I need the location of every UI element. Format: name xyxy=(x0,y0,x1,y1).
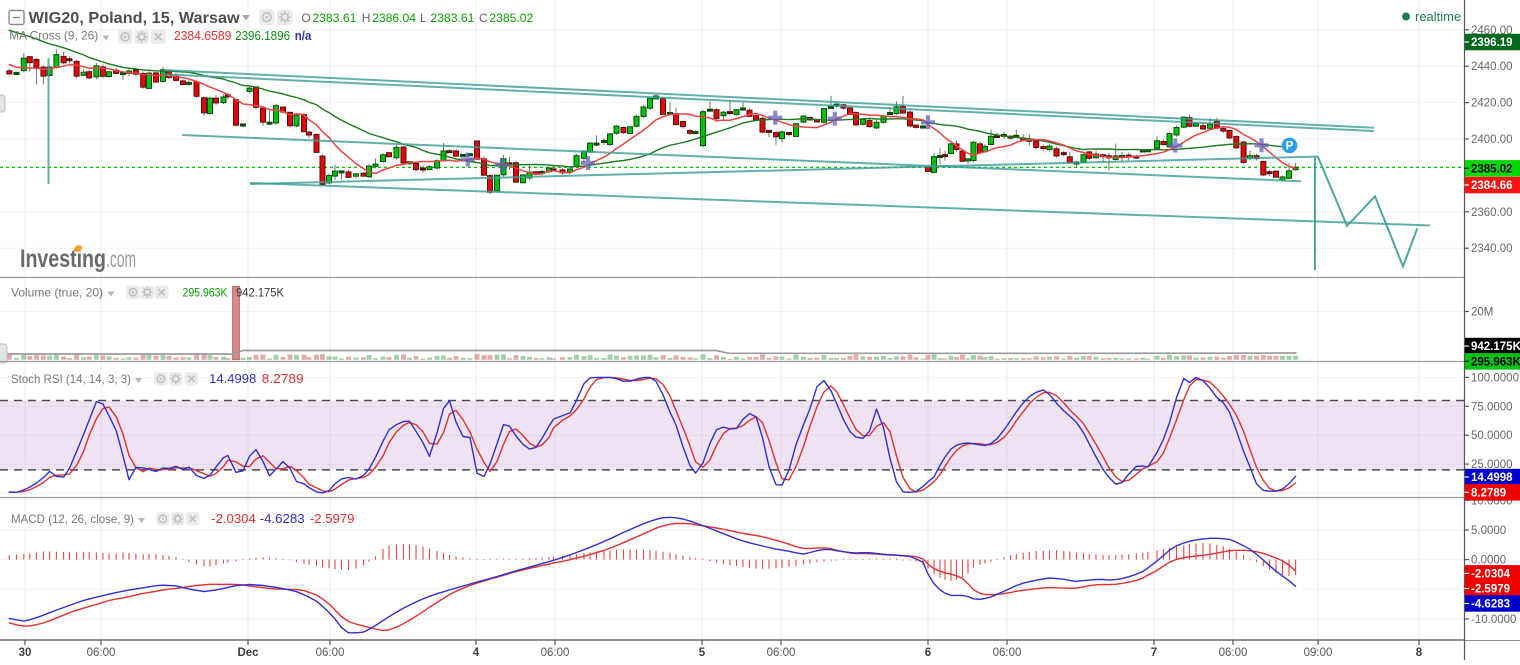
svg-text:75.0000: 75.0000 xyxy=(1471,401,1513,413)
svg-text:MACD (12, 26, close, 9): MACD (12, 26, close, 9) xyxy=(11,512,134,526)
svg-text:942.175K: 942.175K xyxy=(1471,341,1520,353)
svg-text:-4.6283: -4.6283 xyxy=(260,512,305,526)
svg-text:2396.19: 2396.19 xyxy=(1471,37,1513,49)
svg-text:25.0000: 25.0000 xyxy=(1471,459,1513,471)
svg-text:100.0000: 100.0000 xyxy=(1471,372,1519,384)
svg-text:-2.5979: -2.5979 xyxy=(310,512,355,526)
svg-text:50.0000: 50.0000 xyxy=(1471,430,1513,442)
svg-text:06:00: 06:00 xyxy=(316,647,345,659)
svg-text:n/a: n/a xyxy=(295,29,312,43)
svg-text:2440.00: 2440.00 xyxy=(1471,61,1513,73)
svg-text:2383.61: 2383.61 xyxy=(430,11,474,25)
svg-text:295.963K: 295.963K xyxy=(1471,356,1520,368)
svg-text:06:00: 06:00 xyxy=(993,647,1022,659)
svg-text:P: P xyxy=(1286,141,1294,153)
svg-text:06:00: 06:00 xyxy=(1219,647,1248,659)
svg-text:5.0000: 5.0000 xyxy=(1471,525,1506,537)
svg-text:06:00: 06:00 xyxy=(87,647,116,659)
svg-text:O: O xyxy=(301,11,310,25)
svg-text:2385.02: 2385.02 xyxy=(489,11,533,25)
svg-text:2383.61: 2383.61 xyxy=(312,11,356,25)
svg-text:8: 8 xyxy=(1416,647,1423,659)
svg-text:6: 6 xyxy=(925,647,931,659)
svg-text:2400.00: 2400.00 xyxy=(1471,134,1513,146)
svg-text:C: C xyxy=(479,11,488,25)
svg-text:WIG20, Poland, 15, Warsaw: WIG20, Poland, 15, Warsaw xyxy=(29,10,241,27)
svg-text:2396.1896: 2396.1896 xyxy=(235,29,290,43)
svg-text:8.2789: 8.2789 xyxy=(1471,487,1506,499)
svg-text:09:00: 09:00 xyxy=(1304,647,1333,659)
svg-text:2384.66: 2384.66 xyxy=(1471,180,1513,192)
svg-text:2385.02: 2385.02 xyxy=(1471,163,1513,175)
svg-text:Volume (true, 20): Volume (true, 20) xyxy=(11,286,103,300)
svg-text:Dec: Dec xyxy=(237,647,259,659)
svg-text:06:00: 06:00 xyxy=(541,647,570,659)
svg-text:20M: 20M xyxy=(1471,307,1493,319)
svg-text:2420.00: 2420.00 xyxy=(1471,98,1513,110)
svg-text:-10.0000: -10.0000 xyxy=(1471,614,1516,626)
svg-text:L: L xyxy=(420,11,427,25)
svg-text:-2.0304: -2.0304 xyxy=(1471,568,1511,580)
svg-text:2340.00: 2340.00 xyxy=(1471,243,1513,255)
svg-text:2360.00: 2360.00 xyxy=(1471,207,1513,219)
svg-text:14.4998: 14.4998 xyxy=(1471,472,1513,484)
svg-text:2386.04: 2386.04 xyxy=(372,11,416,25)
svg-text:2384.6589: 2384.6589 xyxy=(174,29,232,43)
svg-text:14.4998: 14.4998 xyxy=(209,372,256,386)
svg-text:7: 7 xyxy=(1151,647,1157,659)
svg-text:realtime: realtime xyxy=(1415,9,1461,24)
svg-text:30: 30 xyxy=(19,647,32,659)
svg-text:-2.5979: -2.5979 xyxy=(1471,584,1510,596)
svg-text:H: H xyxy=(362,11,371,25)
svg-text:4: 4 xyxy=(473,647,480,659)
svg-text:942.175K: 942.175K xyxy=(236,286,284,300)
svg-text:Stoch RSI (14, 14, 3, 3): Stoch RSI (14, 14, 3, 3) xyxy=(11,372,131,386)
svg-text:295.963K: 295.963K xyxy=(183,286,228,300)
svg-text:-2.0304: -2.0304 xyxy=(211,512,256,526)
svg-text:06:00: 06:00 xyxy=(767,647,796,659)
svg-text:0.0000: 0.0000 xyxy=(1471,555,1506,567)
svg-text:-4.6283: -4.6283 xyxy=(1471,599,1510,611)
svg-text:Investing.com: Investing.com xyxy=(20,245,136,273)
svg-text:5: 5 xyxy=(699,647,706,659)
svg-text:8.2789: 8.2789 xyxy=(262,372,304,386)
svg-text:MA Cross (9, 26): MA Cross (9, 26) xyxy=(9,29,98,43)
